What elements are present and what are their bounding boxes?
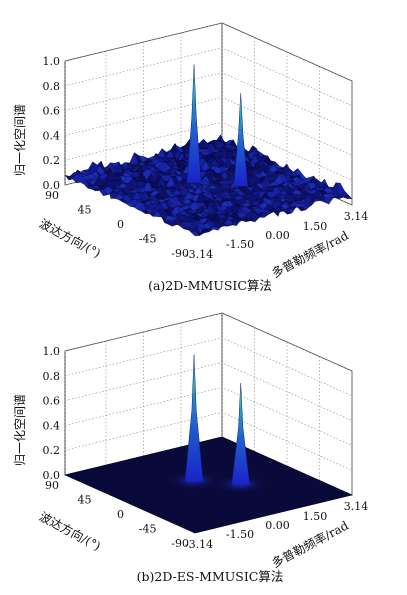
- peak-1: [186, 64, 202, 183]
- x-tick-label: 0.00: [265, 519, 290, 532]
- z-tick-label: 1.0: [43, 55, 61, 68]
- z-gridline: [64, 362, 353, 421]
- z-gridline: [64, 337, 353, 397]
- z-tick-label: 1.0: [43, 345, 61, 358]
- y-tick-label: -90: [171, 537, 189, 550]
- peak-2: [231, 382, 251, 486]
- x-tick-label: 1.50: [303, 510, 328, 523]
- y-tick-label: 90: [45, 189, 59, 202]
- panel-b-ticks: 0.0 0.2 0.4 0.6 0.8 1.0 90 45 0 -45 -90-3.14 -1.50 0…: [43, 345, 369, 551]
- z-tick-label: 0.6: [43, 395, 61, 408]
- z-gridline: [64, 22, 353, 82]
- y-tick-label: 0: [117, 218, 124, 231]
- z-gridline: [64, 47, 353, 107]
- y-tick-label: -45: [139, 233, 157, 246]
- z-tick-label: 0.0: [43, 179, 61, 192]
- z-tick-label: 0.6: [43, 105, 61, 118]
- x-tick-label: 3.14: [344, 500, 369, 513]
- z-gridline: [64, 387, 353, 446]
- x-tick-label: 0.00: [265, 229, 290, 242]
- panel-a-surface: [64, 134, 353, 237]
- x-tick-label: -1.50: [226, 238, 254, 251]
- panel-a-peaks: [186, 64, 248, 187]
- x-tick-label: 1.50: [303, 220, 328, 233]
- z-gridline: [64, 72, 353, 131]
- peak-2: [233, 92, 248, 187]
- z-gridline: [64, 312, 353, 372]
- z-tick-label: 0.8: [43, 370, 61, 383]
- panel-b-peaks: [168, 354, 267, 494]
- panel-a-y-axis-label: 波达方向/(°): [37, 216, 104, 261]
- panel-b-y-axis-label: 波达方向/(°): [37, 509, 104, 554]
- z-tick-label: 0.4: [43, 419, 61, 432]
- x-tick-label: -3.14: [185, 248, 213, 261]
- x-tick-label: -1.50: [226, 528, 254, 541]
- panel-a-caption: (a)2D-MMUSIC算法: [148, 278, 272, 293]
- panel-b-caption: (b)2D-ES-MMUSIC算法: [137, 569, 284, 584]
- z-tick-label: 0.2: [43, 154, 61, 167]
- y-tick-label: -45: [139, 523, 157, 536]
- x-tick-label: -3.14: [185, 538, 213, 551]
- z-tick-label: 0.4: [43, 129, 61, 142]
- panel-b-z-axis-label: 归一化空间谱: [13, 394, 27, 466]
- y-tick-label: 0: [117, 508, 124, 521]
- panel-a-surface-plot: 0.0 0.2 0.4 0.6 0.8 1.0 90 45 0 -45 -90-3.14 -1.50 0…: [13, 22, 369, 293]
- surface-patch: [216, 139, 227, 143]
- y-tick-label: 90: [45, 479, 59, 492]
- z-tick-label: 0.0: [43, 469, 61, 482]
- z-tick-label: 0.2: [43, 444, 61, 457]
- z-tick-label: 0.8: [43, 80, 61, 93]
- panel-b-surface-plot: 0.0 0.2 0.4 0.6 0.8 1.0 90 45 0 -45 -90-3.14 -1.50 0…: [13, 312, 369, 584]
- y-tick-label: -90: [171, 247, 189, 260]
- peak-1: [184, 354, 204, 482]
- x-tick-label: 3.14: [344, 210, 369, 223]
- panel-a-z-axis-label: 归一化空间谱: [13, 104, 27, 176]
- panel-a-ticks: 0.0 0.2 0.4 0.6 0.8 1.0 90 45 0 -45 -90-3.14 -1.50 0…: [43, 55, 369, 261]
- y-tick-label: 45: [78, 204, 92, 217]
- y-tick-label: 45: [78, 494, 92, 507]
